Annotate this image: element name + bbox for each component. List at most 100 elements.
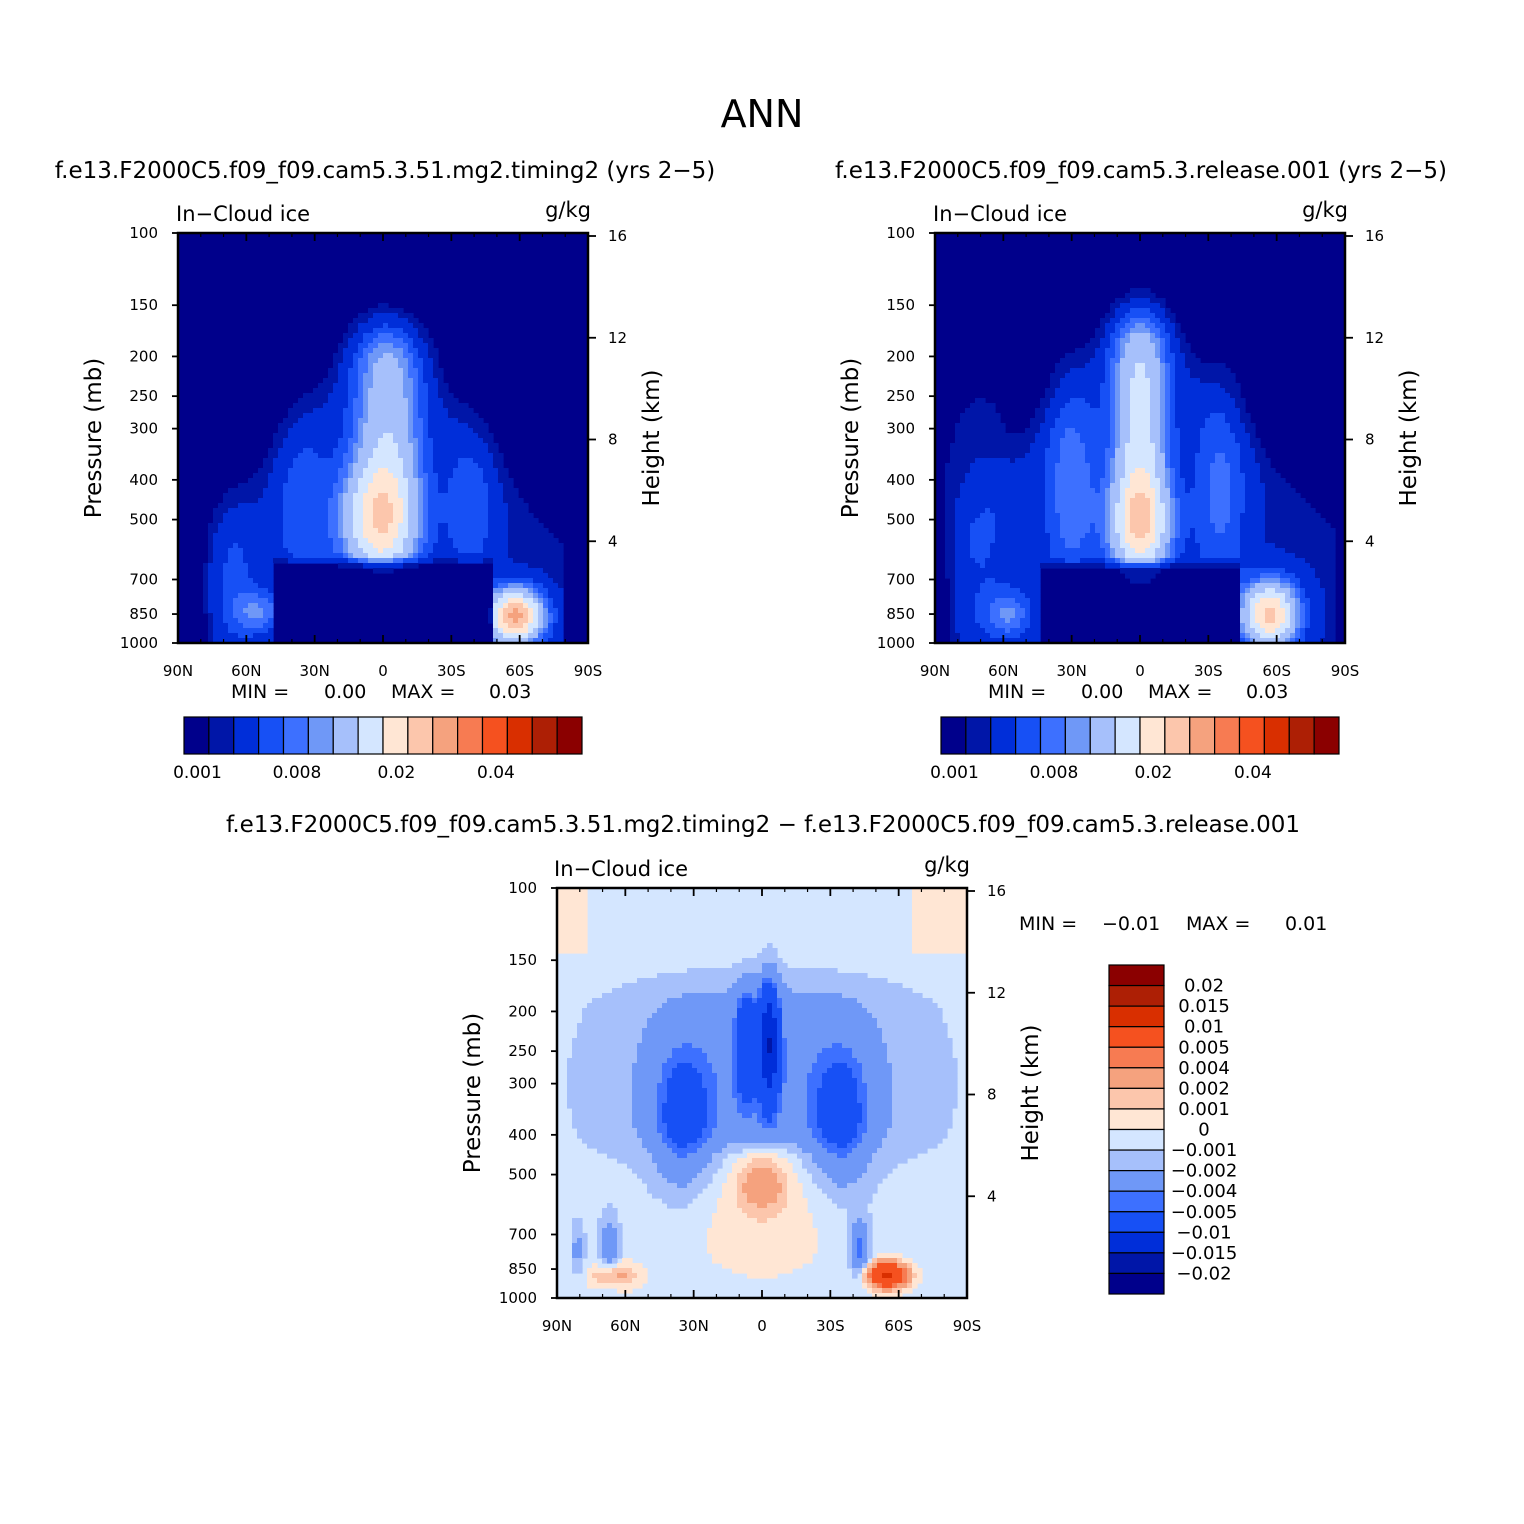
heatmap-cell <box>408 413 414 419</box>
heatmap-cell <box>955 583 981 589</box>
max-label: MAX = <box>1148 681 1212 703</box>
heatmap-cell <box>1245 633 1251 639</box>
heatmap-cell <box>1115 523 1126 529</box>
heatmap-cell <box>1165 388 1171 394</box>
heatmap-cell <box>358 433 364 439</box>
heatmap-cell <box>1250 623 1261 629</box>
heatmap-cell <box>955 543 971 549</box>
heatmap-cell <box>218 523 284 529</box>
heatmap-cell <box>985 578 996 584</box>
heatmap-cell <box>1310 608 1326 614</box>
heatmap-cell <box>1175 533 1181 539</box>
heatmap-cell <box>1110 443 1116 449</box>
heatmap-cell <box>213 558 229 564</box>
heatmap-cell <box>428 388 439 394</box>
heatmap-cell <box>423 533 429 539</box>
max-value: 0.03 <box>489 681 531 703</box>
heatmap-cell <box>408 373 419 379</box>
heatmap-cell <box>707 1093 718 1099</box>
heatmap-cell <box>1095 333 1106 339</box>
heatmap-cell <box>1100 393 1111 399</box>
heatmap-cell <box>373 523 389 529</box>
heatmap-cell <box>1080 538 1101 544</box>
colorbar-swatch <box>208 716 235 755</box>
heatmap-cell <box>1130 308 1151 314</box>
colorbar-swatch <box>506 716 533 755</box>
heatmap-cell <box>1050 403 1066 409</box>
heatmap-cell <box>1240 628 1246 634</box>
heatmap-cell <box>408 333 419 339</box>
colorbar-swatch <box>233 716 260 755</box>
heatmap-cell <box>1125 503 1131 509</box>
heatmap-cell <box>208 618 214 624</box>
heatmap-cell <box>488 503 509 509</box>
heatmap-cell <box>403 373 409 379</box>
heatmap-cell <box>353 363 359 369</box>
heatmap-cell <box>448 408 474 414</box>
heatmap-cell <box>363 378 374 384</box>
heatmap-cell <box>1165 433 1171 439</box>
heatmap-cell <box>1025 453 1046 459</box>
heatmap-cell <box>602 1228 618 1234</box>
heatmap-cell <box>1230 503 1246 509</box>
heatmap-cell <box>493 573 549 579</box>
heatmap-cell <box>508 513 534 519</box>
heatmap-cell <box>1165 503 1171 509</box>
heatmap-cell <box>597 1278 633 1284</box>
heatmap-cell <box>572 1048 638 1054</box>
heatmap-cell <box>1165 313 1176 319</box>
heatmap-cell <box>732 1163 748 1169</box>
heatmap-cell <box>263 493 284 499</box>
heatmap-cell <box>223 593 239 599</box>
heatmap-cell <box>243 553 294 559</box>
heatmap-cell <box>283 528 329 534</box>
heatmap-cell <box>572 1038 643 1044</box>
heatmap-cell <box>373 313 399 319</box>
heatmap-cell <box>1115 398 1121 404</box>
heatmap-cell <box>1110 543 1121 549</box>
heatmap-cell <box>1160 403 1166 409</box>
heatmap-cell <box>1325 588 1336 594</box>
heatmap-cell <box>1265 523 1331 529</box>
heatmap-cell <box>677 1063 693 1069</box>
heatmap-cell <box>1295 603 1301 609</box>
heatmap-cell <box>667 1143 678 1149</box>
heatmap-cell <box>1195 453 1216 459</box>
heatmap-cell <box>955 508 986 514</box>
heatmap-cell <box>1105 468 1111 474</box>
heatmap-cell <box>1160 538 1171 544</box>
heatmap-cell <box>1300 608 1306 614</box>
heatmap-cell <box>448 413 479 419</box>
heatmap-cell <box>268 473 289 479</box>
heatmap-cell <box>777 1003 783 1009</box>
heatmap-cell <box>1200 428 1231 434</box>
heatmap-cell <box>787 1203 808 1209</box>
heatmap-cell <box>632 1168 658 1174</box>
heatmap-cell <box>1110 403 1116 409</box>
heatmap-cell <box>657 1163 708 1169</box>
heatmap-cell <box>398 493 409 499</box>
heatmap-cell <box>1060 408 1111 414</box>
heatmap-cell <box>408 318 419 324</box>
heatmap-cell <box>388 523 399 529</box>
heatmap-cell <box>777 1018 783 1024</box>
heatmap-cell <box>867 1108 893 1114</box>
heatmap-cell <box>1155 443 1161 449</box>
heatmap-cell <box>408 513 419 519</box>
heatmap-cell <box>1110 473 1116 479</box>
heatmap-cell <box>1200 443 1241 449</box>
y-tick-label: 200 <box>886 347 915 365</box>
heatmap-cell <box>363 548 379 554</box>
heatmap-cell <box>857 1253 863 1259</box>
heatmap-cell <box>1300 603 1306 609</box>
heatmap-cell <box>1085 448 1106 454</box>
heatmap-cell <box>777 1098 783 1104</box>
x-tick-label: 90S <box>1331 662 1360 680</box>
heatmap-cell <box>358 323 384 329</box>
heatmap-cell <box>1115 403 1121 409</box>
heatmap-cell <box>712 1218 758 1224</box>
heatmap-cell <box>1045 528 1061 534</box>
heatmap-cell <box>852 1268 863 1274</box>
heatmap-cell <box>438 483 449 489</box>
heatmap-cell <box>782 1078 788 1084</box>
